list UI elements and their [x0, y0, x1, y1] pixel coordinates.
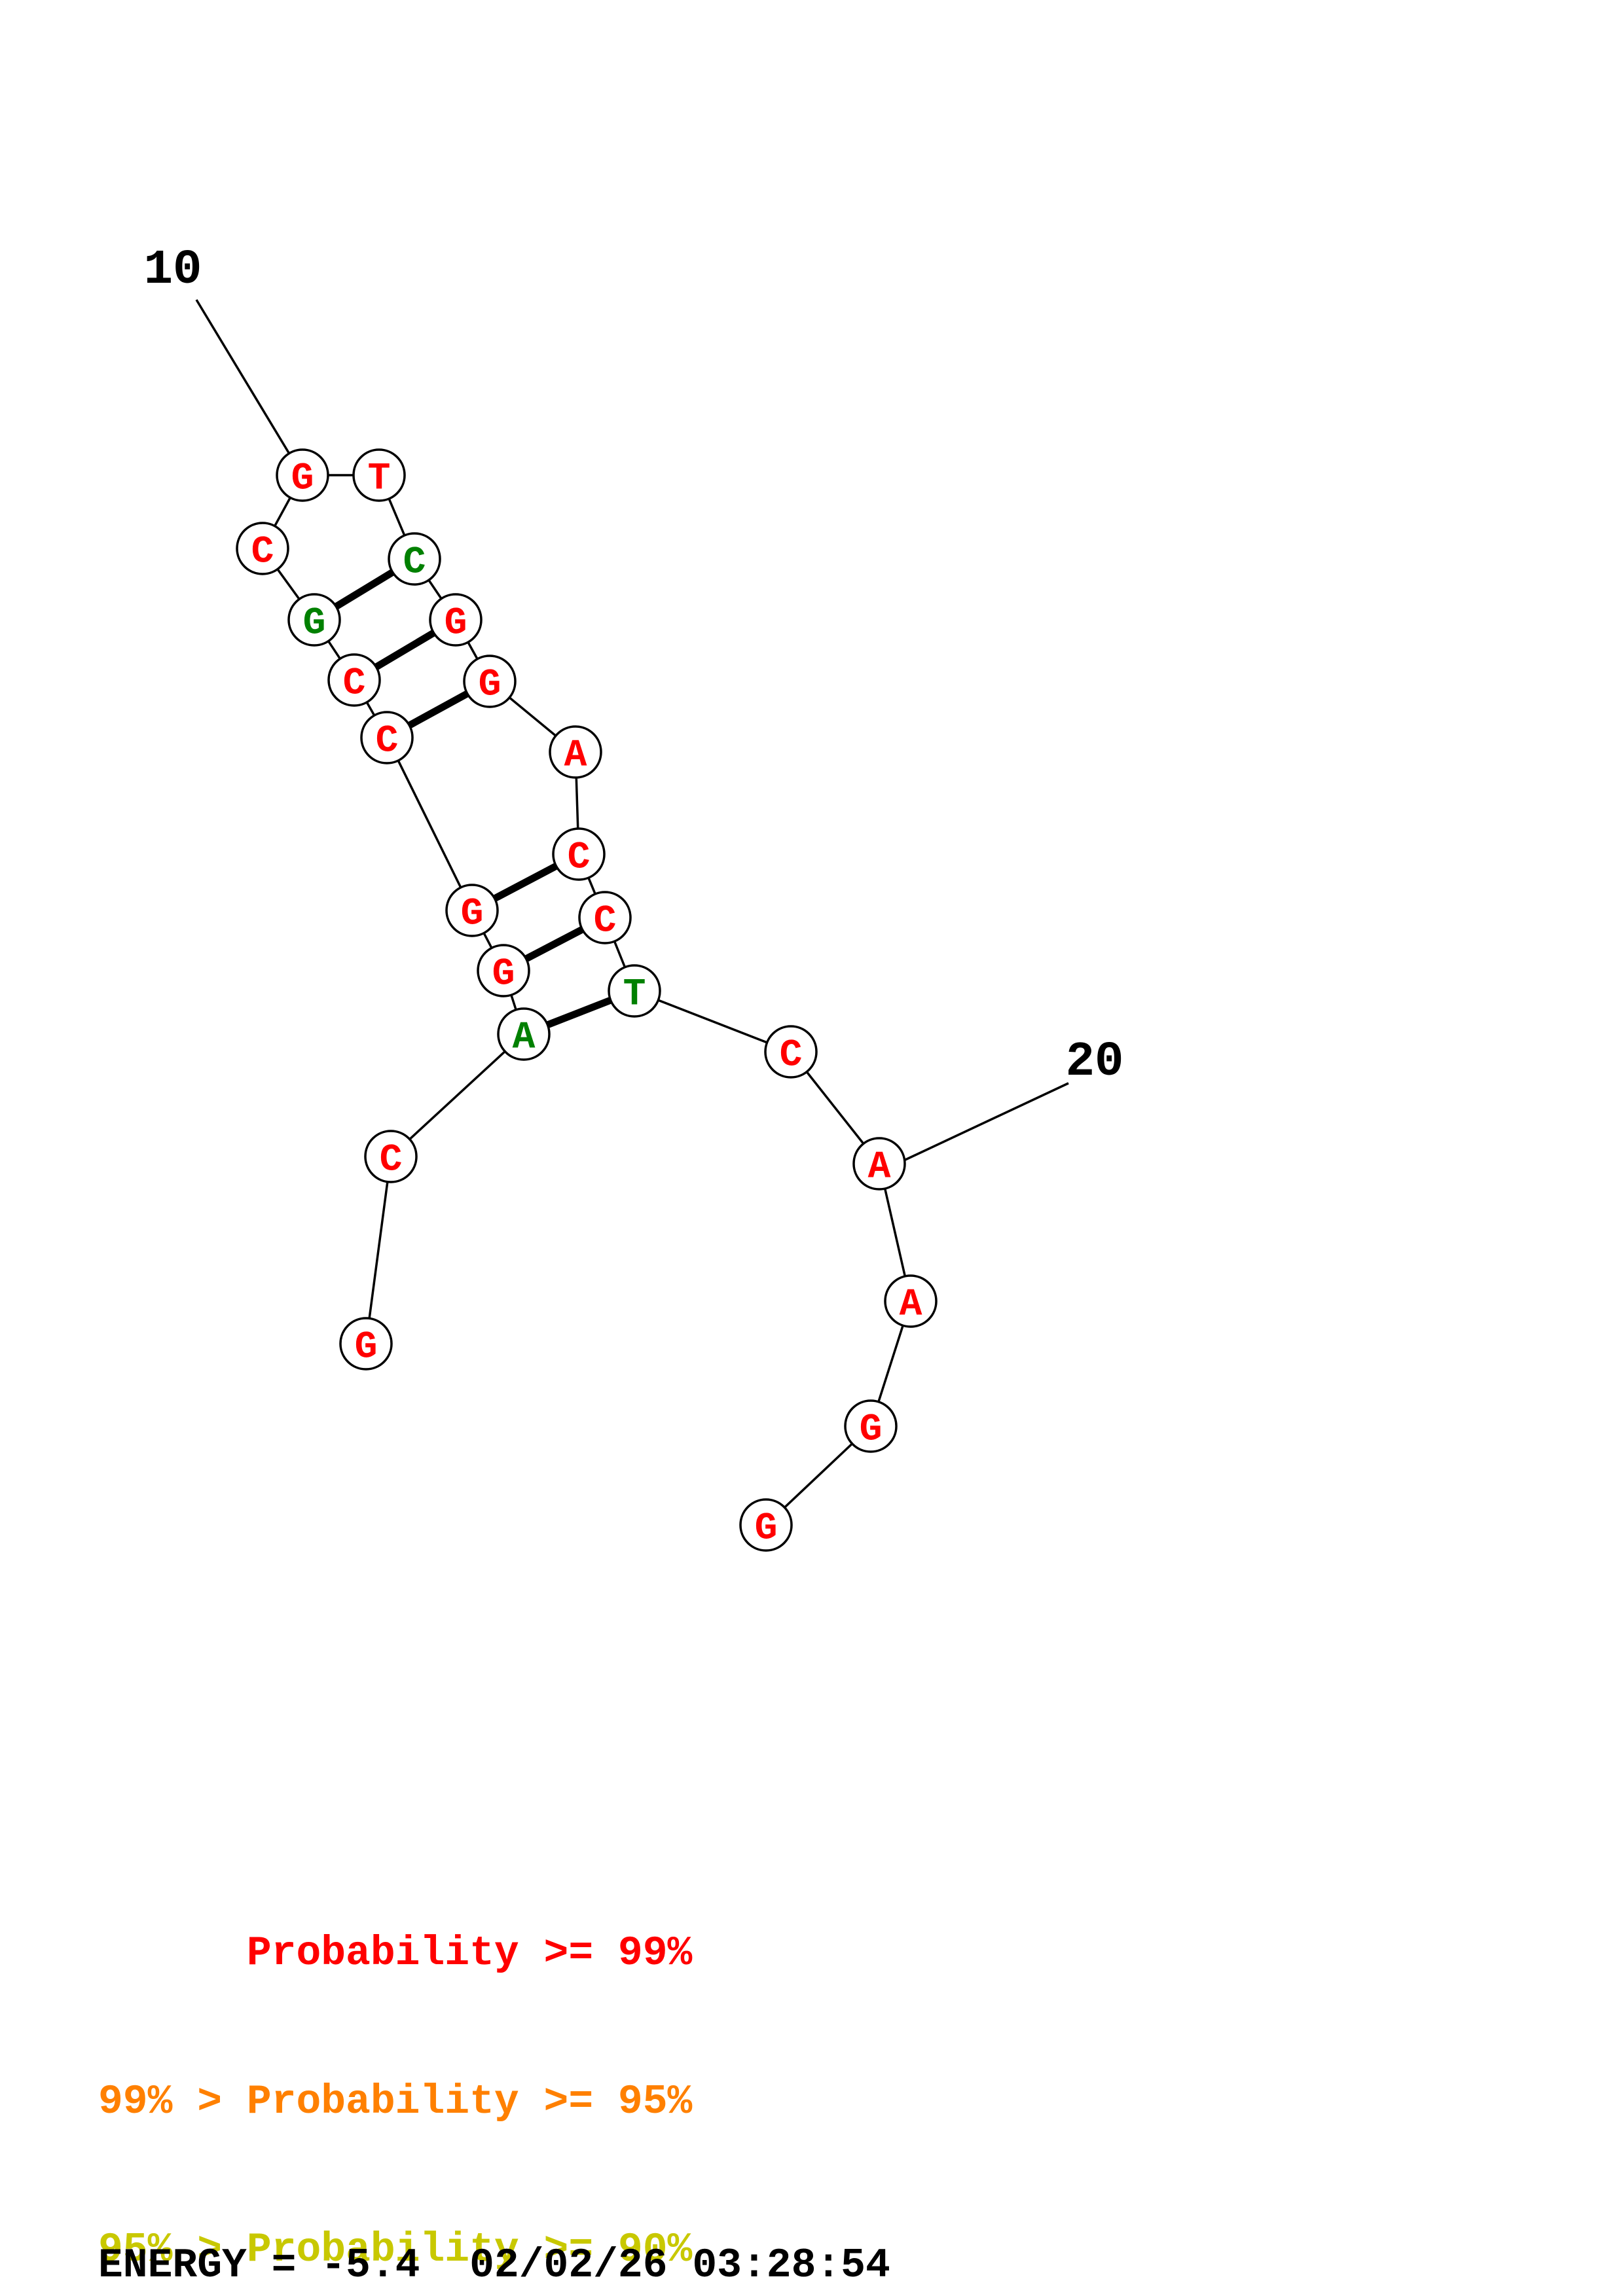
nucleotide-circle [287, 593, 341, 647]
nucleotide-letter: C [251, 531, 274, 573]
backbone-line [365, 1156, 392, 1344]
legend-row: 95% > Probability >= 90% [98, 2227, 693, 2273]
nucleotide-circle [388, 532, 441, 586]
nucleotide-letter: G [461, 893, 484, 935]
nucleotide-letter: T [368, 457, 391, 500]
nucleotide-circle [429, 593, 483, 647]
nucleotide-circle [852, 1137, 906, 1191]
nucleotide-letter: G [303, 602, 326, 645]
nucleotide-circle [578, 891, 632, 944]
nucleotide-letter: G [492, 953, 515, 996]
nucleotide-letter: A [868, 1146, 891, 1189]
legend-row: Probability >= 99% [98, 1930, 693, 1977]
nucleotide-circle [445, 884, 499, 937]
nucleotide-letter: A [513, 1016, 536, 1059]
nucleotide-circle [477, 944, 530, 997]
label-line [896, 1082, 1069, 1165]
nucleotide-circle [463, 655, 517, 708]
nucleotide-circle [608, 964, 661, 1018]
nucleotide-circle [497, 1007, 551, 1061]
nucleotide-circle [360, 711, 414, 764]
nucleotide-circle [364, 1130, 418, 1183]
nucleotide-letter: A [564, 734, 587, 777]
nucleotide-circle [844, 1399, 898, 1453]
nucleotide-circle [739, 1498, 793, 1552]
nucleotide-letter: G [355, 1326, 378, 1369]
backbone-line [634, 990, 792, 1053]
nucleotide-circle [884, 1274, 938, 1328]
nucleotide-letter: C [343, 662, 366, 705]
nucleotide-letter: C [376, 720, 399, 762]
nucleotide-letter: C [780, 1034, 803, 1077]
nucleotide-letter: C [594, 900, 617, 942]
nucleotide-circle [764, 1025, 818, 1079]
label-line [195, 299, 299, 469]
probability-legend: Probability >= 99% 99% > Probability >= … [98, 1830, 692, 2296]
nucleotide-circle [552, 827, 606, 881]
nucleotide-letter: C [380, 1139, 403, 1181]
nucleotide-circle [236, 522, 289, 575]
nucleotide-circle [352, 448, 406, 502]
backbone-line [390, 1033, 525, 1158]
nucleotide-letter: G [755, 1507, 778, 1550]
nucleotide-letter: G [291, 457, 314, 500]
nucleotide-letter: G [860, 1408, 883, 1451]
position-label: 20 [1066, 1035, 1124, 1090]
nucleotide-letter: C [403, 541, 426, 584]
nucleotide-letter: T [623, 973, 646, 1016]
nucleotide-letter: A [900, 1283, 922, 1326]
nucleotide-circle [339, 1317, 393, 1371]
nucleotide-circle [276, 448, 329, 502]
nucleotide-letter: G [445, 602, 467, 645]
legend-row: 99% > Probability >= 95% [98, 2078, 693, 2125]
nucleotide-letter: C [568, 836, 591, 879]
nucleotide-circle [549, 725, 602, 779]
backbone-line [386, 737, 473, 911]
nucleotide-letter: G [479, 664, 501, 706]
position-label: 10 [144, 243, 202, 298]
nucleotide-circle [327, 653, 381, 707]
energy-text: ENERGY = -5.4 02/02/26 03:28:54 [98, 2242, 890, 2289]
